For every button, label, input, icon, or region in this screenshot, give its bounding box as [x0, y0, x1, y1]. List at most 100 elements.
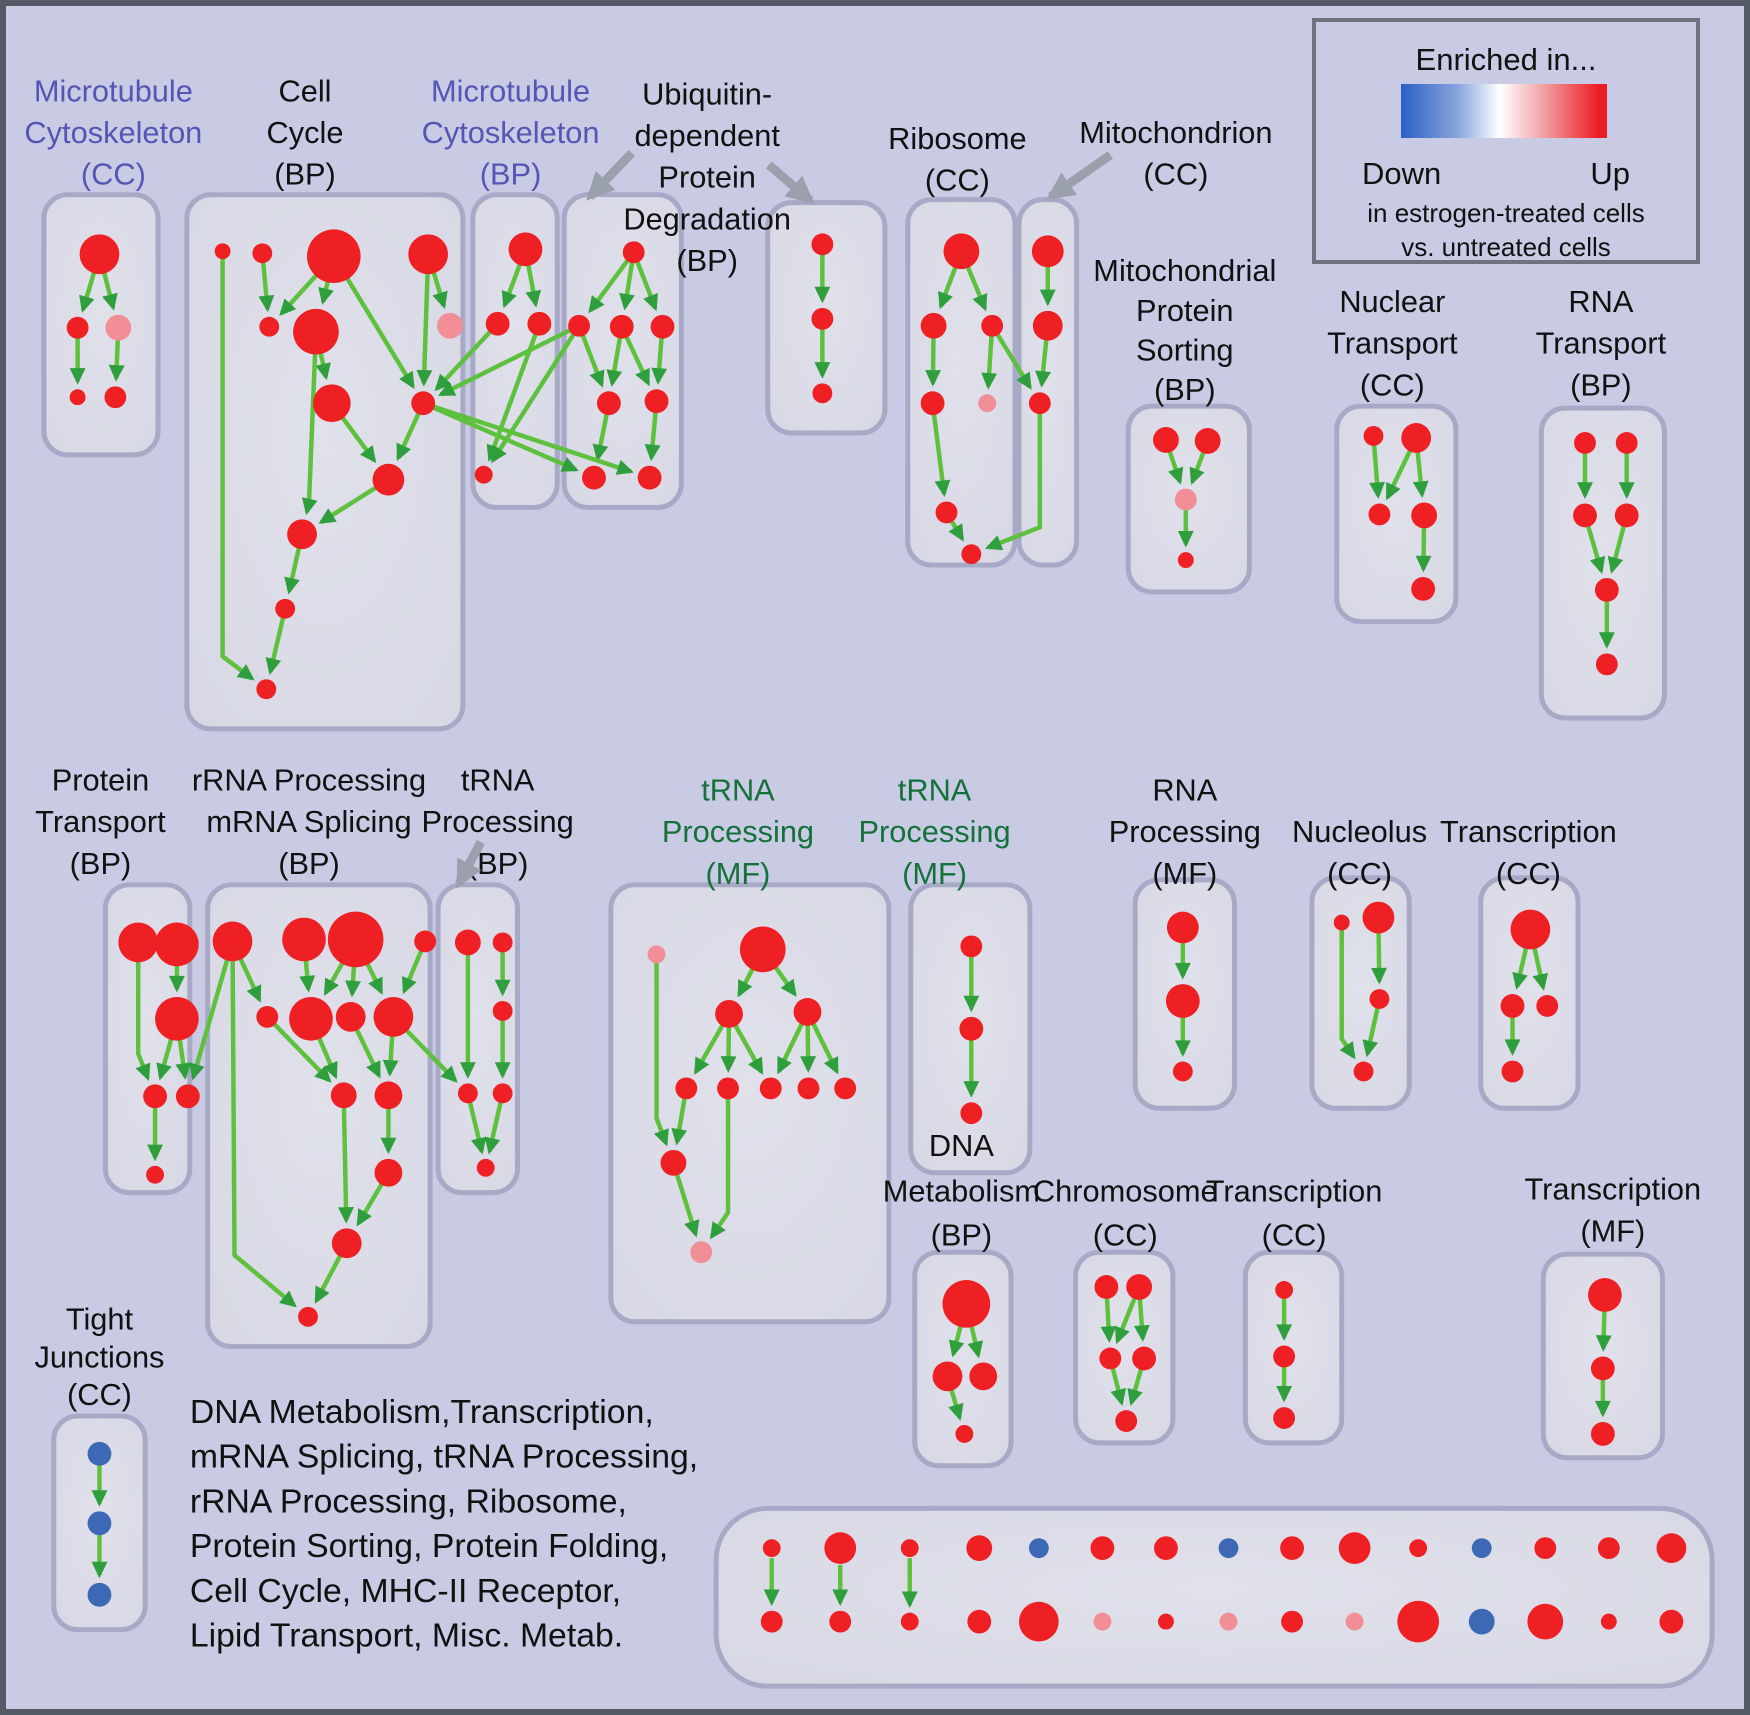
- graph-node: [1615, 431, 1638, 454]
- graph-node: [978, 394, 997, 413]
- cluster-box-ubiquitin-degradation-bp-left: [561, 192, 684, 510]
- graph-node: [485, 311, 510, 336]
- graph-node: [307, 229, 361, 284]
- graph-edge: [338, 1095, 354, 1224]
- legend-subtitle-line2: vs. untreated cells: [1401, 232, 1611, 262]
- graph-node: [474, 465, 493, 484]
- graph-node: [797, 1077, 820, 1100]
- legend-down-label: Down: [1362, 156, 1442, 191]
- summary-text-line: Lipid Transport, Misc. Metab.: [190, 1616, 623, 1654]
- bottom-box-node: [1218, 1538, 1239, 1559]
- bottom-box-node: [1409, 1539, 1428, 1558]
- cluster-box-trna-processing-bp: [435, 882, 521, 1196]
- cluster-label-rrna-processing-mrna-splicing-bp: rRNA Processing: [192, 762, 426, 797]
- graph-node: [1165, 984, 1200, 1018]
- cluster-label-rna-processing-mf: (MF): [1152, 856, 1217, 891]
- graph-node: [1574, 431, 1596, 454]
- legend-updown-row: Down Up: [1362, 156, 1630, 192]
- graph-node: [1614, 503, 1639, 528]
- cluster-label-rna-processing-mf: RNA: [1152, 772, 1217, 807]
- cluster-label-trna-processing-mf-large: (MF): [706, 856, 771, 891]
- graph-node: [492, 1000, 513, 1021]
- graph-edge: [302, 331, 319, 516]
- cluster-label-rna-transport-bp: Transport: [1536, 326, 1667, 361]
- graph-node: [1273, 1345, 1296, 1368]
- cluster-label-nucleolus-cc: Nucleolus: [1292, 814, 1427, 849]
- cluster-label-trna-processing-mf-small: Processing: [858, 814, 1010, 849]
- cluster-label-protein-transport-bp: (BP): [70, 846, 132, 881]
- graph-node: [143, 1084, 167, 1109]
- bottom-box-node: [829, 1610, 852, 1633]
- cluster-label-rrna-processing-mrna-splicing-bp: mRNA Splicing: [206, 804, 411, 839]
- graph-edge: [984, 403, 1043, 551]
- cluster-label-microtubule-cytoskeleton-cc: Cytoskeleton: [24, 115, 202, 150]
- graph-node: [1166, 911, 1199, 944]
- graph-node: [935, 501, 958, 524]
- graph-node: [331, 1228, 362, 1259]
- cluster-box-cell-cycle-bp: [184, 192, 466, 732]
- cluster-label-protein-transport-bp: Transport: [35, 804, 166, 839]
- graph-node: [1126, 1274, 1153, 1300]
- cluster-label-nuclear-transport-cc: (CC): [1360, 367, 1425, 402]
- cluster-label-cell-cycle-bp: (BP): [274, 157, 336, 192]
- cluster-label-rna-transport-bp: (BP): [1570, 367, 1632, 402]
- graph-node: [105, 314, 132, 341]
- graph-node: [1363, 426, 1384, 446]
- graph-node: [1132, 1346, 1157, 1371]
- graph-node: [1362, 901, 1395, 934]
- graph-edge: [265, 1015, 332, 1083]
- graph-node: [647, 945, 666, 964]
- graph-node: [568, 314, 591, 337]
- graph-node: [298, 1306, 318, 1327]
- pointer-arrow: [765, 161, 815, 205]
- cluster-label-transcription-mf: (MF): [1580, 1213, 1645, 1248]
- bottom-box-node: [1468, 1608, 1495, 1635]
- graph-node: [256, 679, 277, 700]
- graph-node: [1411, 576, 1436, 601]
- graph-node: [1590, 1356, 1615, 1381]
- cluster-boxes: [41, 192, 1715, 1689]
- graph-node: [1595, 653, 1618, 676]
- bottom-box-node: [900, 1612, 919, 1631]
- summary-text-line: DNA Metabolism,Transcription,: [190, 1393, 654, 1431]
- bottom-box-node: [1281, 1610, 1303, 1633]
- graph-node: [969, 1362, 998, 1391]
- graph-node: [920, 312, 947, 339]
- legend-gradient-bar: [1401, 84, 1607, 138]
- bottom-box-node: [1219, 1612, 1238, 1631]
- graph-node: [596, 391, 621, 416]
- graph-node: [508, 232, 543, 267]
- graph-node: [66, 316, 89, 339]
- graph-node: [372, 463, 405, 496]
- graph-node: [943, 233, 980, 270]
- bottom-box-node: [1028, 1538, 1049, 1559]
- graph-node: [87, 1511, 112, 1536]
- bottom-box-node: [1154, 1536, 1178, 1561]
- bottom-box-node: [1338, 1532, 1371, 1565]
- graph-node: [1099, 1347, 1122, 1370]
- graph-node: [104, 386, 127, 409]
- graph-node: [476, 1158, 495, 1177]
- cluster-label-mitochondrion-cc: Mitochondrion: [1079, 115, 1272, 150]
- graph-node: [811, 307, 834, 330]
- graph-node: [1273, 1407, 1296, 1429]
- graph-node: [293, 308, 339, 355]
- cluster-label-tight-junctions-cc: (CC): [67, 1377, 132, 1412]
- cluster-label-transcription-cc-2: (CC): [1262, 1217, 1327, 1252]
- cluster-label-transcription-cc: Transcription: [1440, 814, 1617, 849]
- bottom-box-node: [1018, 1601, 1059, 1642]
- graph-node: [256, 1005, 279, 1028]
- cluster-box-transcription-mf: [1540, 1251, 1665, 1461]
- cluster-label-mitochondrial-protein-sorting-bp: Sorting: [1136, 333, 1233, 368]
- graph-node: [1032, 310, 1063, 341]
- cluster-label-trna-processing-mf-small: (MF): [902, 856, 967, 891]
- graph-node: [87, 1441, 112, 1466]
- graph-node: [1153, 427, 1179, 453]
- graph-node: [960, 935, 983, 958]
- legend-subtitle-line1: in estrogen-treated cells: [1367, 198, 1645, 228]
- graph-node: [289, 997, 333, 1041]
- summary-text-line: Cell Cycle, MHC-II Receptor,: [190, 1572, 621, 1610]
- cluster-box-trna-processing-mf-large: [608, 882, 892, 1325]
- graph-node: [959, 1016, 984, 1041]
